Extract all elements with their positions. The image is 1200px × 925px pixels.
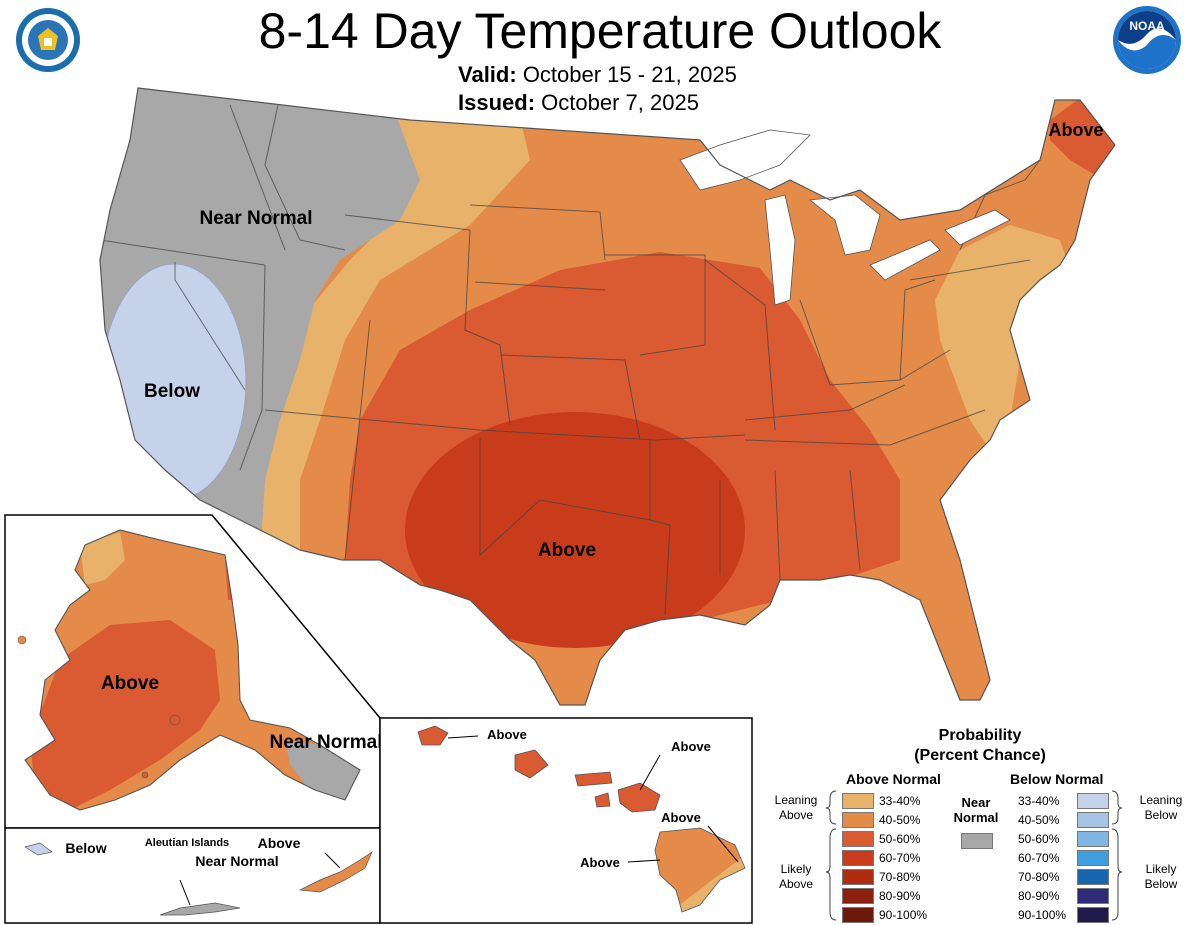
legend-below-header: Below Normal [1010,771,1104,787]
legend-near-normal-swatch [961,833,993,849]
legend-above-header: Above Normal [846,771,941,787]
legend-near-normal-label: Near Normal [953,795,999,825]
legend-above-swatch [842,793,874,809]
legend-below-range: 90-100% [1018,908,1067,922]
label-conus-near-normal: Near Normal [200,208,313,229]
label-conus-near-normal-text: Near Normal [200,208,313,229]
legend-below-swatch [1077,869,1109,885]
legend-below-swatch [1077,793,1109,809]
legend-above-range: 50-60% [879,832,921,846]
label-hawaii-maui-above: Above [671,739,711,754]
legend-above-swatch [842,869,874,885]
aleutian-title: Aleutian Islands [145,837,229,849]
legend-likely-below: Likely Below [1144,862,1178,891]
legend-above-swatch [842,812,874,828]
conus-above-60-70-zone [405,412,745,648]
label-aleutian-above: Above [258,835,301,851]
hawaii-oahu [514,749,549,779]
legend-below-swatch [1077,812,1109,828]
legend-below-swatch [1077,907,1109,923]
label-aleutian-below: Below [65,840,106,856]
valid-value: October 15 - 21, 2025 [522,62,737,87]
legend-below-range: 70-80% [1018,870,1060,884]
legend-below-range: 50-60% [1018,832,1060,846]
hawaii-lanai [594,792,611,808]
legend-above-range: 60-70% [879,851,921,865]
issued-label: Issued: [458,90,536,115]
legend-title-line1: Probability [938,727,1022,744]
alaska-above-33-40-zone [80,532,125,585]
legend-above-swatch [842,888,874,904]
legend-above-range: 40-50% [879,813,921,827]
legend-above-swatch [842,831,874,847]
legend-below-range: 33-40% [1018,794,1060,808]
valid-dates: Valid: October 15 - 21, 2025 [458,62,737,88]
legend-above-range: 80-90% [879,889,921,903]
issued-value: October 7, 2025 [541,90,699,115]
hawaii-maui [617,782,661,813]
label-northeast-above: Above [1048,120,1103,140]
map-title: 8-14 Day Temperature Outlook [258,3,942,59]
legend-above-swatch [842,907,874,923]
aleutian-inset: Aleutian Islands Below Near Normal Above [4,827,381,924]
noaa-logo-text: NOAA [1129,19,1165,33]
legend-below-swatch [1077,831,1109,847]
legend-below-range: 40-50% [1018,813,1060,827]
hawaii-molokai [574,771,613,787]
legend-above-range: 33-40% [879,794,921,808]
legend-above-range: 90-100% [879,908,928,922]
issued-date: Issued: October 7, 2025 [458,90,699,116]
state-boundaries [100,104,1041,616]
noaa-logo: NOAA [1113,6,1181,74]
label-conus-above: Above [538,540,596,561]
legend-below-range: 80-90% [1018,889,1060,903]
legend-below-swatch [1077,888,1109,904]
legend-below-range: 60-70% [1018,851,1060,865]
hawaii-kauai [417,725,449,746]
conus-above-ne-zone [1050,98,1115,175]
alaska-near-normal-zone [285,740,360,805]
label-hawaii-kauai-above: Above [487,727,527,742]
legend-title: Probability (Percent Chance) [880,726,1080,766]
legend-leaning-below: Leaning Below [1139,793,1183,822]
label-alaska-above: Above [101,673,159,694]
label-conus-below: Below [144,381,200,402]
label-aleutian-near-normal: Near Normal [195,853,278,869]
conus-above-33-40-east [935,225,1070,450]
label-hawaii-big-island-above: Above [580,855,620,870]
label-alaska-near-normal: Near Normal [270,732,383,753]
legend-above-swatch [842,850,874,866]
legend-title-line2: (Percent Chance) [914,747,1046,764]
legend-likely-above: Likely Above [778,862,814,891]
label-hawaii-east-above: Above [661,810,701,825]
valid-label: Valid: [458,62,517,87]
hawaii-inset: Above Above Above Above [379,717,753,924]
commerce-seal-logo [16,8,80,72]
alaska-above-50-60-zone [30,620,220,810]
legend-below-swatch [1077,850,1109,866]
legend-above-range: 70-80% [879,870,921,884]
legend-leaning-above: Leaning Above [774,793,818,822]
